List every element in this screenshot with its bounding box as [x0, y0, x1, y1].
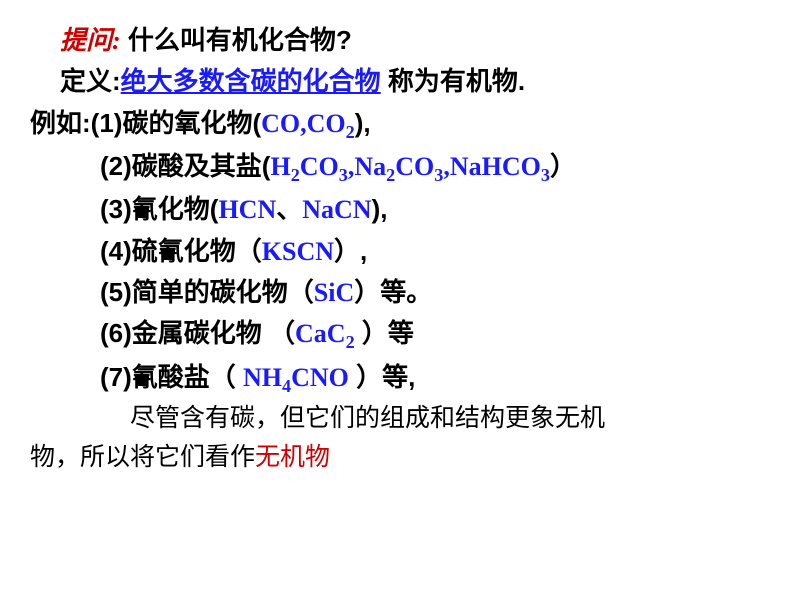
item-num: (3) [100, 194, 132, 224]
item-text: ）, [334, 236, 367, 266]
line-example-7: (7)氰酸盐（ NH4CNO ）等, [30, 357, 770, 400]
formula: HCN [218, 195, 276, 224]
formula: SiC [314, 278, 354, 307]
item-text: 氰酸盐（ [132, 362, 243, 392]
item-text: ）等 [355, 318, 414, 348]
item-num: (5) [100, 277, 132, 307]
line-example-5: (5)简单的碳化物（SiC）等。 [30, 272, 770, 313]
line-definition: 定义:绝大多数含碳的化合物 称为有机物. [30, 61, 770, 102]
item-text: 碳酸及其盐( [132, 151, 271, 181]
conclusion-line-2: 物，所以将它们看作无机物 [30, 439, 770, 478]
item-text: 简单的碳化物（ [132, 277, 314, 307]
item-text: ), [355, 108, 371, 138]
item-text: 金属碳化物 （ [132, 318, 295, 348]
formula: CO,CO2 [261, 109, 355, 138]
highlight-text: 无机物 [255, 444, 330, 471]
item-text: 硫氰化物（ [132, 236, 262, 266]
formula: NH4CNO [243, 363, 349, 392]
examples-label: 例如: [30, 108, 91, 138]
line-example-4: (4)硫氰化物（KSCN）, [30, 231, 770, 272]
item-text: 碳的氧化物( [122, 108, 261, 138]
line-question: 提问: 什么叫有机化合物? [30, 20, 770, 61]
line-example-6: (6)金属碳化物 （CaC2 ）等 [30, 313, 770, 356]
item-num: (4) [100, 236, 132, 266]
formula: NaCN [302, 195, 371, 224]
item-num: (2) [100, 151, 132, 181]
line-example-3: (3)氰化物(HCN、NaCN), [30, 189, 770, 230]
formula: KSCN [262, 237, 334, 266]
definition-label: 定义: [60, 66, 121, 96]
item-text: ） [550, 151, 576, 181]
line-example-1: 例如:(1)碳的氧化物(CO,CO2), [30, 103, 770, 146]
formula: CaC2 [295, 319, 355, 348]
item-num: (7) [100, 362, 132, 392]
item-text: ）等。 [354, 277, 432, 307]
question-label: 提问: [60, 26, 121, 55]
sep: 、 [276, 194, 302, 224]
definition-blank: 绝大多数含碳的化合物 [121, 67, 381, 96]
definition-tail: 称为有机物. [388, 66, 525, 96]
item-text: ）等, [349, 362, 415, 392]
question-text: 什么叫有机化合物? [128, 25, 352, 55]
item-text: ), [372, 194, 388, 224]
item-num: (1) [91, 108, 123, 138]
item-text: 氰化物( [132, 194, 219, 224]
conclusion-line-1: 尽管含有碳，但它们的组成和结构更象无机 [30, 400, 770, 439]
item-num: (6) [100, 318, 132, 348]
line-example-2: (2)碳酸及其盐(H2CO3,Na2CO3,NaHCO3） [30, 146, 770, 189]
formula: H2CO3,Na2CO3,NaHCO3 [270, 152, 549, 181]
